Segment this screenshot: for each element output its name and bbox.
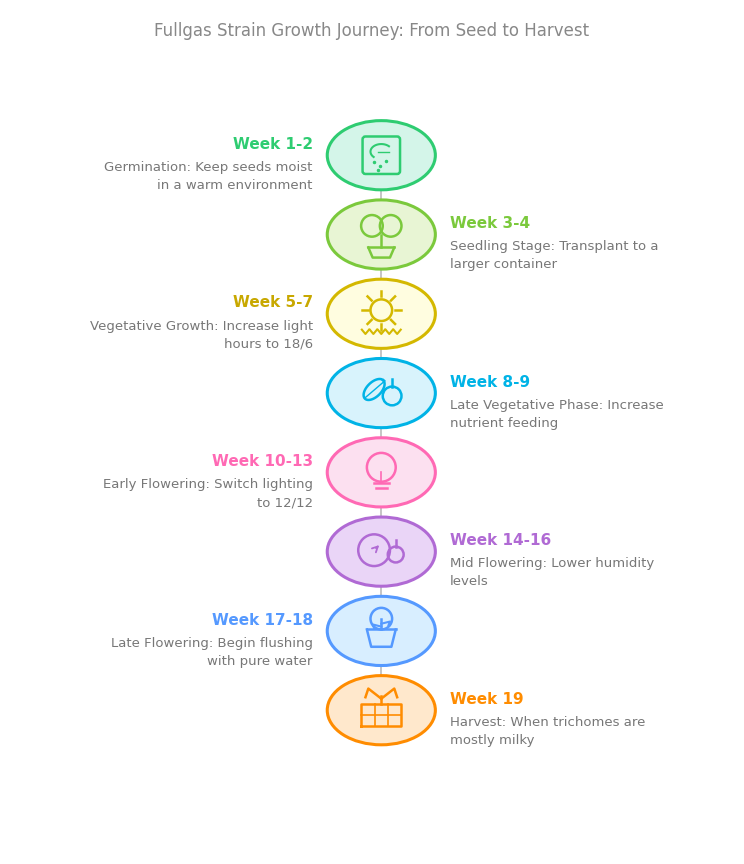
- Ellipse shape: [327, 517, 435, 587]
- Text: Germination: Keep seeds moist
in a warm environment: Germination: Keep seeds moist in a warm …: [104, 161, 312, 192]
- Text: Early Flowering: Switch lighting
to 12/12: Early Flowering: Switch lighting to 12/1…: [103, 478, 312, 509]
- Ellipse shape: [327, 279, 435, 348]
- Ellipse shape: [327, 359, 435, 428]
- Text: Week 10-13: Week 10-13: [212, 454, 312, 469]
- Text: Late Vegetative Phase: Increase
nutrient feeding: Late Vegetative Phase: Increase nutrient…: [450, 399, 664, 430]
- Text: Mid Flowering: Lower humidity
levels: Mid Flowering: Lower humidity levels: [450, 557, 654, 588]
- Text: Seedling Stage: Transplant to a
larger container: Seedling Stage: Transplant to a larger c…: [450, 240, 658, 271]
- Text: Harvest: When trichomes are
mostly milky: Harvest: When trichomes are mostly milky: [450, 716, 645, 747]
- Text: Fullgas Strain Growth Journey: From Seed to Harvest: Fullgas Strain Growth Journey: From Seed…: [155, 22, 589, 40]
- Ellipse shape: [327, 200, 435, 269]
- Ellipse shape: [327, 596, 435, 665]
- Text: Late Flowering: Begin flushing
with pure water: Late Flowering: Begin flushing with pure…: [111, 637, 312, 668]
- Text: Week 14-16: Week 14-16: [450, 533, 551, 549]
- Text: Week 17-18: Week 17-18: [212, 613, 312, 627]
- Ellipse shape: [327, 438, 435, 507]
- Text: Week 5-7: Week 5-7: [233, 295, 312, 310]
- Ellipse shape: [327, 121, 435, 190]
- Text: Vegetative Growth: Increase light
hours to 18/6: Vegetative Growth: Increase light hours …: [90, 320, 312, 351]
- Text: Week 3-4: Week 3-4: [450, 216, 530, 232]
- Text: Week 8-9: Week 8-9: [450, 375, 530, 390]
- Text: Week 19: Week 19: [450, 692, 523, 707]
- Ellipse shape: [327, 676, 435, 745]
- Text: Week 1-2: Week 1-2: [233, 137, 312, 152]
